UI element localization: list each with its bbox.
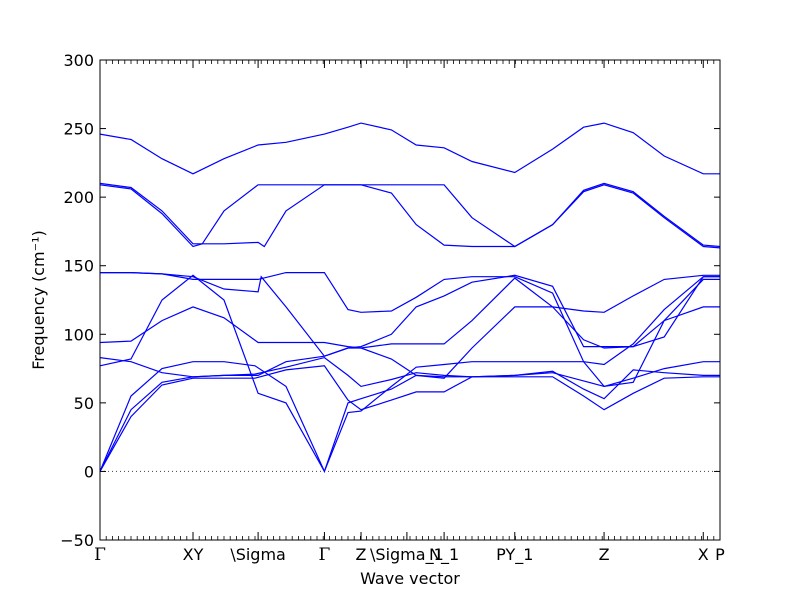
x-tick-label: Z	[356, 545, 367, 564]
x-axis-label: Wave vector	[360, 569, 460, 588]
x-tick-label: PY_1	[496, 545, 533, 565]
x-tick-label: Γ	[94, 545, 106, 565]
band-line-6	[99, 274, 720, 379]
y-tick-label: 100	[63, 325, 94, 344]
band-line-11	[99, 122, 720, 175]
band-line-2	[99, 356, 720, 472]
x-tick-label: XY	[183, 545, 204, 564]
x-tick-label: P	[715, 545, 725, 564]
band-line-4	[99, 274, 720, 473]
band-line-9	[99, 184, 721, 249]
y-tick-label: 200	[63, 188, 94, 207]
y-tick-label: −50	[60, 531, 94, 550]
band-line-3	[99, 361, 720, 474]
band-line-8	[100, 272, 720, 388]
y-axis-label: Frequency (cm⁻¹)	[29, 230, 48, 369]
y-tick-label: 150	[63, 257, 94, 276]
band-line-10	[99, 182, 721, 248]
x-tick-label: \Sigma	[230, 545, 286, 564]
x-tick-label: \Sigma_1	[370, 545, 444, 565]
x-tick-label: N_1	[429, 545, 459, 565]
y-tick-label: 300	[63, 51, 94, 70]
y-tick-label: 250	[63, 120, 94, 139]
band-line-1	[99, 365, 720, 472]
x-tick-label: Z	[599, 545, 610, 564]
y-tick-label: 50	[74, 394, 94, 413]
x-tick-label: Γ	[319, 545, 331, 565]
band-line-5	[99, 277, 720, 378]
band-line-7	[100, 272, 720, 357]
x-tick-label: X	[698, 545, 709, 564]
y-tick-label: 0	[84, 462, 94, 481]
